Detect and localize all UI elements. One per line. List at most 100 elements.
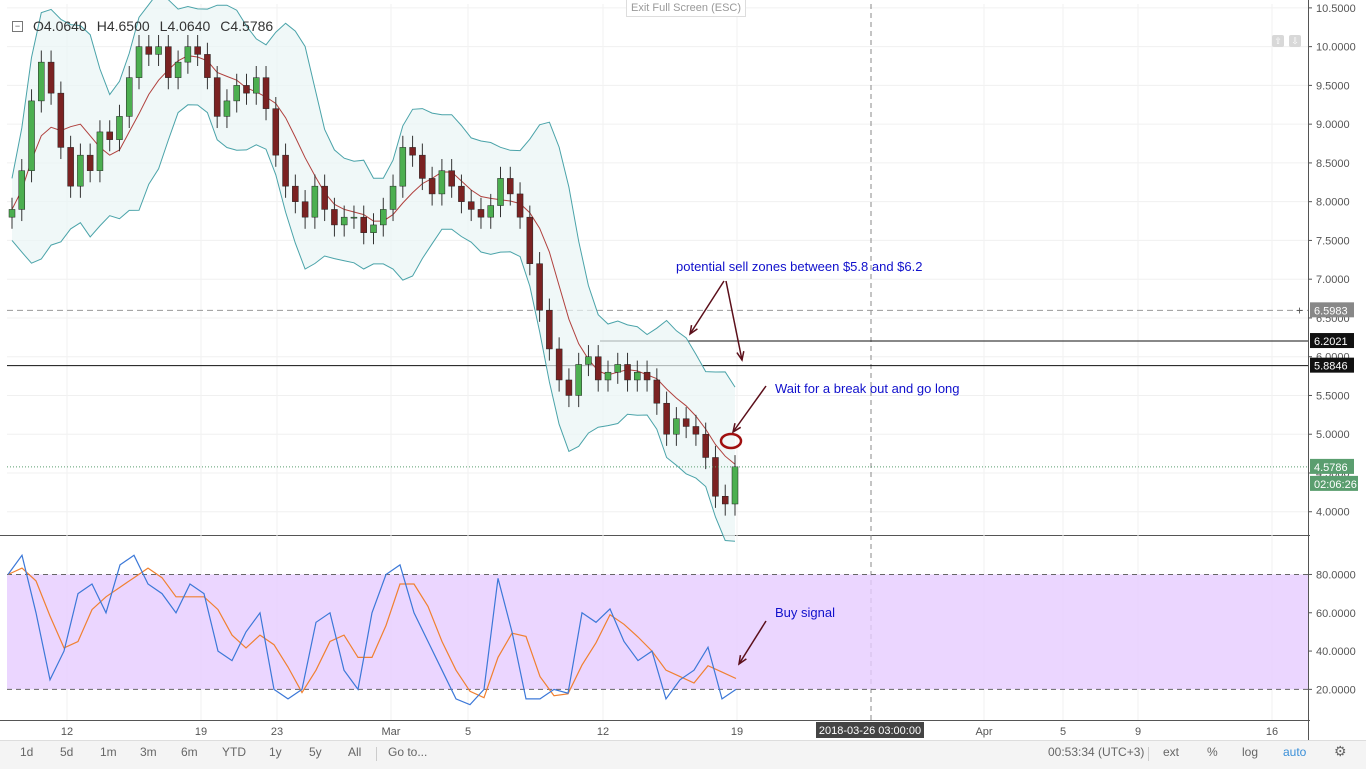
price-tick-label: 10.0000 bbox=[1316, 42, 1356, 54]
percent-toggle[interactable]: % bbox=[1207, 745, 1218, 759]
crosshair-time-label: 2018-03-26 03:00:00 bbox=[819, 725, 921, 737]
time-tick-label: 19 bbox=[731, 726, 743, 738]
range-1d[interactable]: 1d bbox=[20, 745, 34, 759]
candle-body bbox=[204, 54, 211, 78]
stoch-k-line bbox=[7, 553, 737, 706]
candle-body bbox=[96, 131, 104, 171]
annotation-breakout: Wait for a break out and go long bbox=[775, 381, 960, 396]
lower-level-tag-box bbox=[1310, 357, 1354, 373]
last-price-tag-label: 4.5786 bbox=[1314, 462, 1348, 474]
ohlc-low: L4.0640 bbox=[159, 18, 211, 34]
candle-body bbox=[57, 92, 65, 148]
range-3m[interactable]: 3m bbox=[140, 745, 157, 759]
candle-body bbox=[487, 205, 494, 218]
candle-body bbox=[712, 457, 719, 497]
candle-body bbox=[165, 46, 172, 78]
bottom-toolbar: 1d 5d 1m 3m 6m YTD 1y 5y All Go to... 00… bbox=[0, 740, 1366, 769]
candle-body bbox=[546, 309, 553, 350]
candle-body bbox=[135, 46, 143, 78]
candle-body bbox=[419, 154, 426, 179]
candle-body bbox=[389, 185, 397, 210]
time-tick-label: 9 bbox=[1135, 726, 1141, 738]
candle-body bbox=[536, 263, 543, 311]
breakout-arrow bbox=[732, 385, 767, 433]
countdown-box bbox=[1310, 475, 1358, 491]
scroll-up-icon[interactable]: ⇧ bbox=[1272, 35, 1284, 47]
sell-zone-arrow-left bbox=[689, 280, 725, 335]
price-tick-label: 4.0000 bbox=[1316, 507, 1350, 519]
candle-body bbox=[184, 46, 192, 63]
price-tick-label: 5.5000 bbox=[1316, 390, 1350, 402]
price-tick-label: 9.0000 bbox=[1316, 119, 1350, 131]
osc-tick-label: 20.0000 bbox=[1316, 684, 1356, 696]
candle-body bbox=[702, 433, 709, 458]
price-tick-label: 7.0000 bbox=[1316, 274, 1350, 286]
ohlc-header: − O4.0640 H4.6500 L4.0640 C4.5786 bbox=[12, 18, 273, 34]
time-tick-label: 19 bbox=[195, 726, 207, 738]
time-tick-label: 23 bbox=[271, 726, 283, 738]
price-tick-label: 8.5000 bbox=[1316, 158, 1350, 170]
time-tick-label: 5 bbox=[1060, 726, 1066, 738]
range-6m[interactable]: 6m bbox=[181, 745, 198, 759]
candle-body bbox=[28, 100, 35, 171]
exit-fullscreen-button[interactable]: Exit Full Screen (ESC) bbox=[626, 0, 747, 17]
osc-tick-label: 60.0000 bbox=[1316, 608, 1356, 620]
settings-gear-icon[interactable]: ⚙ bbox=[1334, 743, 1347, 759]
range-5d[interactable]: 5d bbox=[60, 745, 74, 759]
auto-toggle[interactable]: auto bbox=[1283, 745, 1307, 759]
candle-body bbox=[380, 209, 387, 226]
candle-body bbox=[116, 116, 123, 140]
ext-toggle[interactable]: ext bbox=[1163, 745, 1180, 759]
candle-body bbox=[692, 426, 700, 435]
range-1y[interactable]: 1y bbox=[269, 745, 282, 759]
log-toggle[interactable]: log bbox=[1242, 745, 1259, 759]
breakout-arrow-head bbox=[731, 423, 742, 434]
add-level-icon: + bbox=[1296, 303, 1303, 317]
dashed-level-tag-label: 6.5983 bbox=[1314, 305, 1348, 317]
divider bbox=[376, 747, 377, 761]
candle-body bbox=[155, 46, 162, 55]
candle-body bbox=[507, 178, 514, 195]
candle-body bbox=[438, 170, 446, 195]
candle-body bbox=[272, 108, 280, 156]
range-ytd[interactable]: YTD bbox=[222, 745, 246, 759]
candle-body bbox=[311, 185, 319, 218]
candle-body bbox=[399, 147, 407, 187]
price-tick-label: 8.0000 bbox=[1316, 197, 1350, 209]
dashed-level-tag-box bbox=[1310, 302, 1354, 318]
range-5y[interactable]: 5y bbox=[309, 745, 322, 759]
candle-body bbox=[565, 379, 573, 396]
last-price-tag-box bbox=[1310, 458, 1354, 474]
candle-body bbox=[594, 356, 602, 381]
chart-canvas[interactable]: 10.5000 10.0000 9.5000 9.0000 8.5000 8.0000 7.… bbox=[0, 0, 1366, 740]
candle-body bbox=[673, 418, 680, 435]
breakout-circle bbox=[719, 432, 743, 450]
candle-body bbox=[282, 154, 289, 187]
bollinger-upper bbox=[11, 0, 736, 388]
candle-body bbox=[18, 170, 26, 210]
candle-body bbox=[663, 402, 670, 435]
sell-zone-arrow-left-head bbox=[688, 325, 698, 336]
candle-body bbox=[428, 178, 436, 195]
candle-body bbox=[575, 364, 582, 396]
candle-body bbox=[653, 379, 661, 404]
goto-button[interactable]: Go to... bbox=[388, 745, 428, 759]
price-tick-label: 10.5000 bbox=[1316, 3, 1356, 15]
candle-body bbox=[106, 131, 113, 140]
candle-body bbox=[614, 364, 622, 373]
crosshair-time-box bbox=[816, 722, 924, 738]
ohlc-close: C4.5786 bbox=[220, 18, 274, 34]
candle-body bbox=[331, 209, 338, 226]
candle-body bbox=[643, 371, 651, 381]
candle-body bbox=[86, 154, 94, 171]
candle-body bbox=[516, 193, 524, 218]
time-tick-label: 12 bbox=[61, 726, 73, 738]
scroll-down-icon[interactable]: ⇩ bbox=[1289, 35, 1301, 47]
collapse-icon[interactable]: − bbox=[12, 20, 23, 32]
range-1m[interactable]: 1m bbox=[100, 745, 117, 759]
countdown-label: 02:06:26 bbox=[1314, 479, 1357, 491]
osc-tick-label: 40.0000 bbox=[1316, 646, 1356, 658]
range-all[interactable]: All bbox=[348, 745, 362, 759]
candle-body bbox=[555, 348, 563, 381]
sell-zone-arrow-right bbox=[725, 280, 743, 361]
